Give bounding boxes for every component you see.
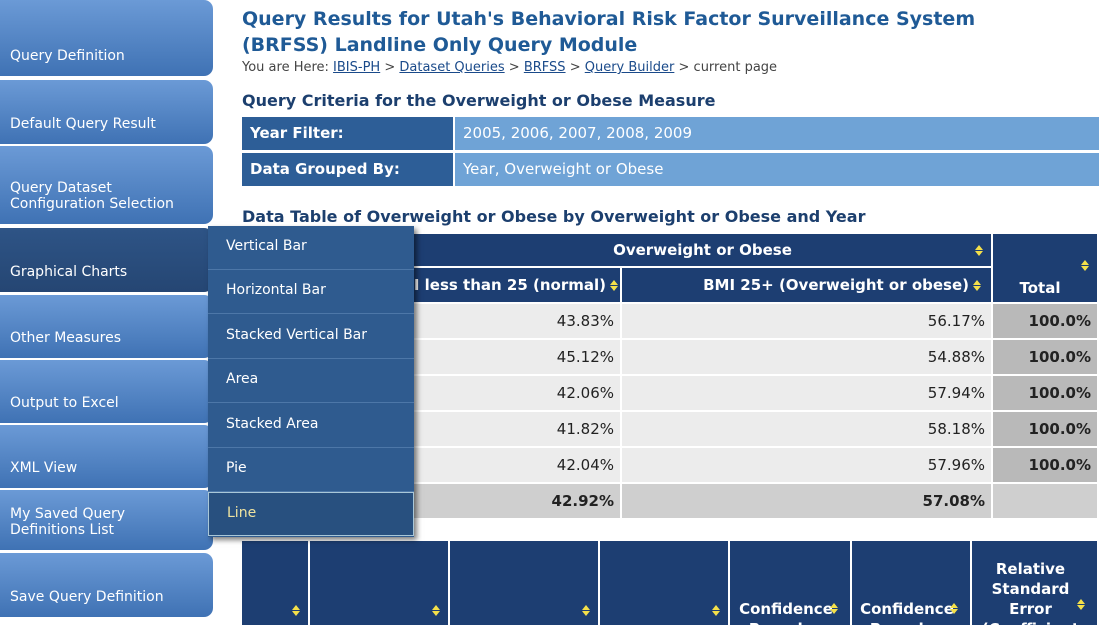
criteria-value: 2005, 2006, 2007, 2008, 2009 — [455, 117, 1099, 150]
column-header-label: BMI 25+ (Overweight or obese) — [703, 276, 969, 294]
total-cell: 42.92% — [414, 484, 620, 518]
data-cell: 100.0% — [993, 304, 1097, 338]
header-label: Relative Standard Error (Coefficient — [982, 560, 1079, 625]
nav-button[interactable]: Query Dataset Configuration Selection — [0, 146, 213, 224]
breadcrumb-link[interactable]: Dataset Queries — [399, 60, 505, 75]
sort-icon[interactable] — [830, 603, 838, 614]
menu-item[interactable]: Horizontal Bar — [208, 270, 414, 315]
data-cell: 42.04% — [414, 448, 620, 482]
data-cell: 57.96% — [622, 448, 991, 482]
nav-label: Other Measures — [10, 330, 121, 346]
data-cell: 42.06% — [414, 376, 620, 410]
header-cell — [242, 541, 308, 625]
group-header-label: Overweight or Obese — [613, 241, 792, 259]
menu-item[interactable]: Stacked Vertical Bar — [208, 315, 414, 359]
data-cell: 56.17% — [622, 304, 991, 338]
header-cell — [450, 541, 598, 625]
header-label: Confidence Bounds - — [860, 600, 954, 625]
breadcrumb-link[interactable]: Query Builder — [584, 60, 675, 75]
header-cell — [310, 541, 448, 625]
sort-icon[interactable] — [973, 280, 981, 291]
menu-item[interactable]: Stacked Area — [208, 404, 414, 448]
nav-label: Save Query Definition — [10, 589, 164, 605]
data-cell: 100.0% — [993, 340, 1097, 374]
data-cell: 54.88% — [622, 340, 991, 374]
menu-item[interactable]: Vertical Bar — [208, 226, 414, 270]
column-header: Total — [993, 234, 1097, 302]
nav-label: Query Definition — [10, 48, 125, 64]
sort-icon[interactable] — [950, 603, 958, 614]
nav-button[interactable]: My Saved Query Definitions List — [0, 490, 213, 550]
header-cell: Confidence Bounds - — [852, 541, 970, 625]
menu-item[interactable]: Area — [208, 359, 414, 404]
criteria-title: Query Criteria for the Overweight or Obe… — [242, 91, 716, 110]
data-cell: 58.18% — [622, 412, 991, 446]
nav-button[interactable]: Query Definition — [0, 0, 213, 76]
column-header: BMI 25+ (Overweight or obese) — [622, 268, 991, 302]
column-header: BMI less than 25 (normal) — [414, 268, 620, 302]
sort-icon[interactable] — [432, 605, 440, 616]
total-cell: 57.08% — [622, 484, 991, 518]
breadcrumb-separator: > — [508, 60, 520, 75]
breadcrumb-link[interactable]: IBIS-PH — [333, 60, 381, 75]
data-cell: 43.83% — [414, 304, 620, 338]
nav-label: Graphical Charts — [10, 264, 128, 280]
breadcrumb-prefix: You are Here: — [242, 60, 329, 75]
criteria-value: Year, Overweight or Obese — [455, 153, 1099, 186]
header-cell — [600, 541, 728, 625]
nav-label: Query Dataset Configuration Selection — [10, 180, 174, 212]
nav-button[interactable]: Graphical Charts — [0, 228, 213, 292]
column-header-label: Total — [1019, 279, 1061, 297]
nav-label: Output to Excel — [10, 395, 119, 411]
data-cell: 57.94% — [622, 376, 991, 410]
data-cell: 41.82% — [414, 412, 620, 446]
criteria-label: Year Filter: — [242, 117, 453, 150]
nav-button[interactable]: Default Query Result — [0, 80, 213, 144]
nav-label: XML View — [10, 460, 78, 476]
nav-label: My Saved Query Definitions List — [10, 506, 126, 538]
sort-icon[interactable] — [975, 245, 983, 256]
column-header-label: BMI less than 25 (normal) — [414, 276, 606, 294]
data-cell: 100.0% — [993, 412, 1097, 446]
nav-button[interactable]: XML View — [0, 425, 213, 488]
data-cell: 45.12% — [414, 340, 620, 374]
breadcrumb-separator: > — [384, 60, 396, 75]
group-header: Overweight or Obese — [414, 234, 991, 266]
breadcrumb-current: current page — [693, 60, 778, 75]
nav-button[interactable]: Output to Excel — [0, 360, 213, 423]
menu-item[interactable]: Pie — [208, 448, 414, 492]
breadcrumb: You are Here: IBIS-PH > Dataset Queries … — [242, 60, 777, 75]
breadcrumb-link[interactable]: BRFSS — [523, 60, 566, 75]
breadcrumb-separator: > — [678, 60, 690, 75]
sort-icon[interactable] — [582, 605, 590, 616]
data-cell: 100.0% — [993, 376, 1097, 410]
chart-menu: Vertical Bar Horizontal Bar Stacked Vertic… — [208, 226, 414, 537]
menu-item[interactable]: Line — [208, 492, 414, 537]
page-title: Query Results for Utah's Behavioral Risk… — [242, 8, 976, 56]
data-cell: 100.0% — [993, 448, 1097, 482]
header-cell: Relative Standard Error (Coefficient — [972, 541, 1097, 625]
sort-icon[interactable] — [1081, 260, 1089, 271]
breadcrumb-separator: > — [569, 60, 581, 75]
header-label: Confidence Bounds - — [739, 600, 833, 625]
nav-label: Default Query Result — [10, 116, 156, 132]
nav-button[interactable]: Save Query Definition — [0, 553, 213, 617]
nav-button[interactable]: Other Measures — [0, 295, 213, 358]
data-table-title: Data Table of Overweight or Obese by Ove… — [242, 207, 866, 226]
sort-icon[interactable] — [292, 605, 300, 616]
total-blank — [993, 484, 1097, 518]
header-cell: Confidence Bounds - — [730, 541, 850, 625]
sort-icon[interactable] — [712, 605, 720, 616]
sort-icon[interactable] — [1077, 599, 1085, 610]
criteria-label: Data Grouped By: — [242, 153, 453, 186]
